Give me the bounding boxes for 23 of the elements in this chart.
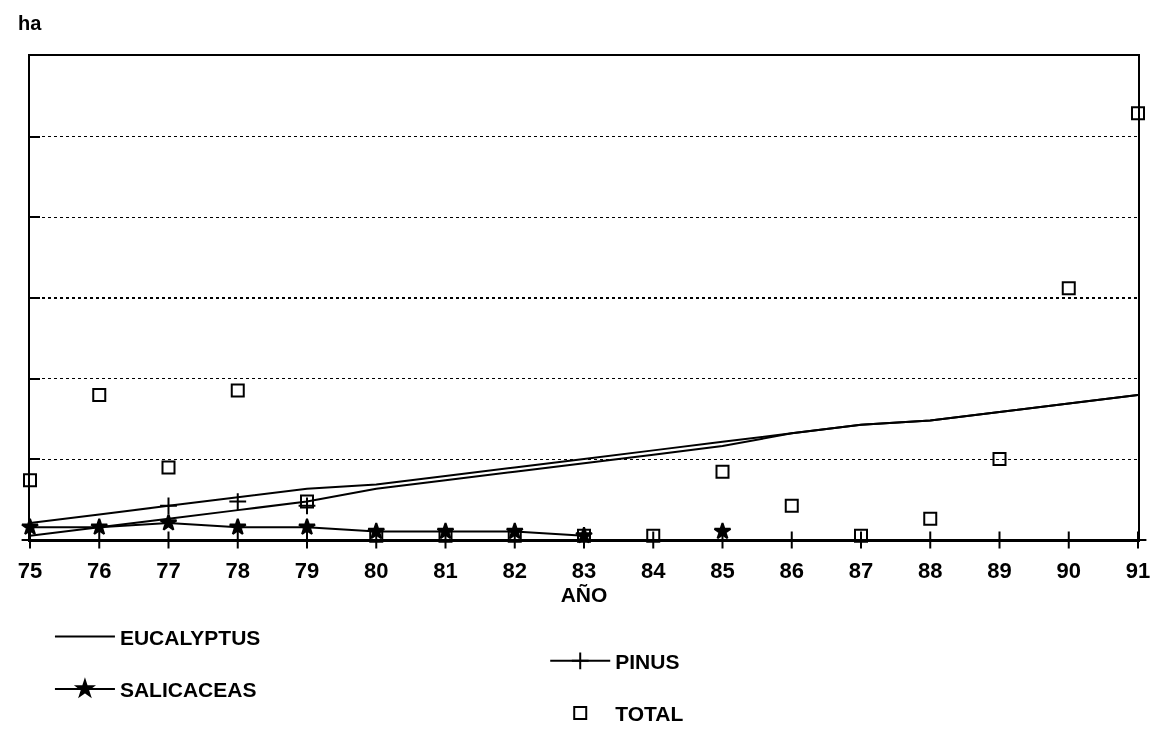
x-tick-label: 79 (294, 558, 320, 584)
x-tick-label: 85 (710, 558, 735, 584)
legend-label: TOTAL (615, 702, 684, 726)
x-tick-label: 76 (87, 558, 112, 584)
x-tick-label: 78 (225, 558, 250, 584)
x-tick-label: 75 (17, 558, 43, 584)
legend-label: EUCALYPTUS (119, 625, 261, 649)
x-tick-label: 84 (641, 558, 667, 584)
x-tick-label: 77 (156, 558, 181, 584)
x-tick-label: 81 (433, 558, 458, 584)
x-tick-label: 87 (848, 558, 874, 584)
x-tick-label: 89 (987, 558, 1012, 584)
x-tick-label: 83 (571, 558, 597, 584)
legend-label: SALICACEAS (119, 678, 257, 702)
x-tick-label: 82 (502, 558, 527, 584)
x-tick-label: 90 (1056, 558, 1081, 584)
x-tick-label: 91 (1125, 558, 1151, 584)
y-axis-title: ha (18, 12, 43, 34)
x-axis-title: AÑO (560, 583, 608, 607)
x-tick-label: 86 (779, 558, 804, 584)
legend-label: PINUS (615, 650, 680, 674)
x-tick-label: 88 (918, 558, 943, 584)
x-tick-label: 80 (364, 558, 389, 584)
